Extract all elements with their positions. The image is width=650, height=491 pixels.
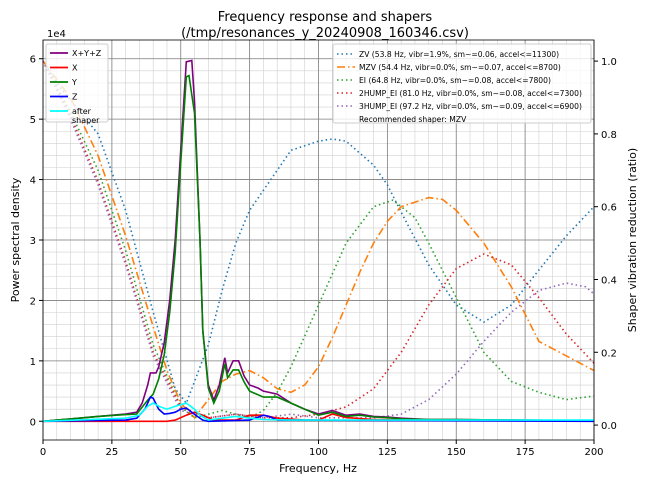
legend-psd-label: Z [72, 93, 78, 102]
psd-line-0 [42, 59, 595, 423]
y-tick-label: 2 [30, 296, 36, 307]
legend-shapers-box [332, 43, 592, 124]
y-tick-label: 3 [30, 236, 36, 247]
y-tick-label: 6 [30, 55, 36, 66]
y-tick-label: 0 [30, 417, 36, 428]
x-tick-label: 100 [309, 447, 328, 458]
legend-shaper-label: 2HUMP_EI (81.0 Hz, vibr=0.0%, sm~=0.08, … [359, 89, 582, 98]
shaper-line-ei [42, 60, 595, 419]
y-tick-label: 5 [30, 115, 36, 126]
ticks: 0 25 50 75 100 125 150 175 200 0 1 2 3 4 5 6 0.0 0.2 0.4 0.… [30, 55, 617, 458]
legend-shaper-label: ZV (53.8 Hz, vibr=1.9%, sm~=0.06, accel<… [359, 50, 559, 59]
y-tick-label: 4 [30, 176, 36, 187]
legend-psd-label: X [72, 64, 78, 73]
legend-shaper-label: EI (64.8 Hz, vibr=0.0%, sm~=0.08, accel<… [359, 76, 551, 85]
legend-shaper-label: MZV (54.4 Hz, vibr=0.0%, sm~=0.07, accel… [359, 63, 561, 72]
y-axis-label: Power spectral density [9, 177, 22, 302]
y-right-tick-label: 0.6 [601, 203, 617, 214]
y-offset-label: 1e4 [47, 29, 66, 40]
legend-recommendation: Recommended shaper: MZV [359, 115, 467, 124]
y-right-tick-label: 0.8 [601, 130, 617, 141]
legend-psd-label: after [72, 107, 92, 116]
psd-line-2 [42, 74, 595, 423]
chart-title: Frequency response and shapers [218, 10, 433, 25]
x-tick-label: 25 [106, 447, 119, 458]
y-right-tick-label: 0.2 [601, 348, 617, 359]
x-axis-label: Frequency, Hz [279, 462, 357, 475]
x-tick-label: 150 [447, 447, 466, 458]
chart-subtitle: (/tmp/resonances_y_20240908_160346.csv) [181, 26, 469, 41]
legend-shapers: ZV (53.8 Hz, vibr=1.9%, sm~=0.06, accel<… [332, 43, 592, 124]
x-tick-label: 125 [378, 447, 397, 458]
psd-line-3 [42, 396, 595, 423]
legend-psd-box [45, 43, 109, 123]
y-right-tick-label: 0.4 [601, 275, 617, 286]
x-tick-label: 0 [40, 447, 46, 458]
shaper-line-zv [42, 60, 595, 405]
y-right-tick-label: 0.0 [601, 421, 617, 432]
x-tick-label: 200 [584, 447, 603, 458]
legend-psd-label: shaper [72, 116, 100, 125]
y-right-tick-label: 1.0 [601, 57, 617, 68]
x-tick-label: 75 [243, 447, 256, 458]
psd-line-1 [43, 411, 595, 423]
plot-lines [42, 59, 595, 423]
legend-psd-label: Y [71, 78, 77, 87]
x-tick-label: 50 [174, 447, 187, 458]
y-axis-right-label: Shaper vibration reduction (ratio) [626, 148, 639, 332]
legend-psd-label: X+Y+Z [72, 49, 102, 58]
shaper-line-mzv [42, 60, 595, 420]
x-tick-label: 175 [516, 447, 535, 458]
legend-shaper-label: 3HUMP_EI (97.2 Hz, vibr=0.0%, sm~=0.09, … [359, 102, 582, 111]
psd-line-4 [42, 402, 594, 423]
y-tick-label: 1 [30, 357, 36, 368]
